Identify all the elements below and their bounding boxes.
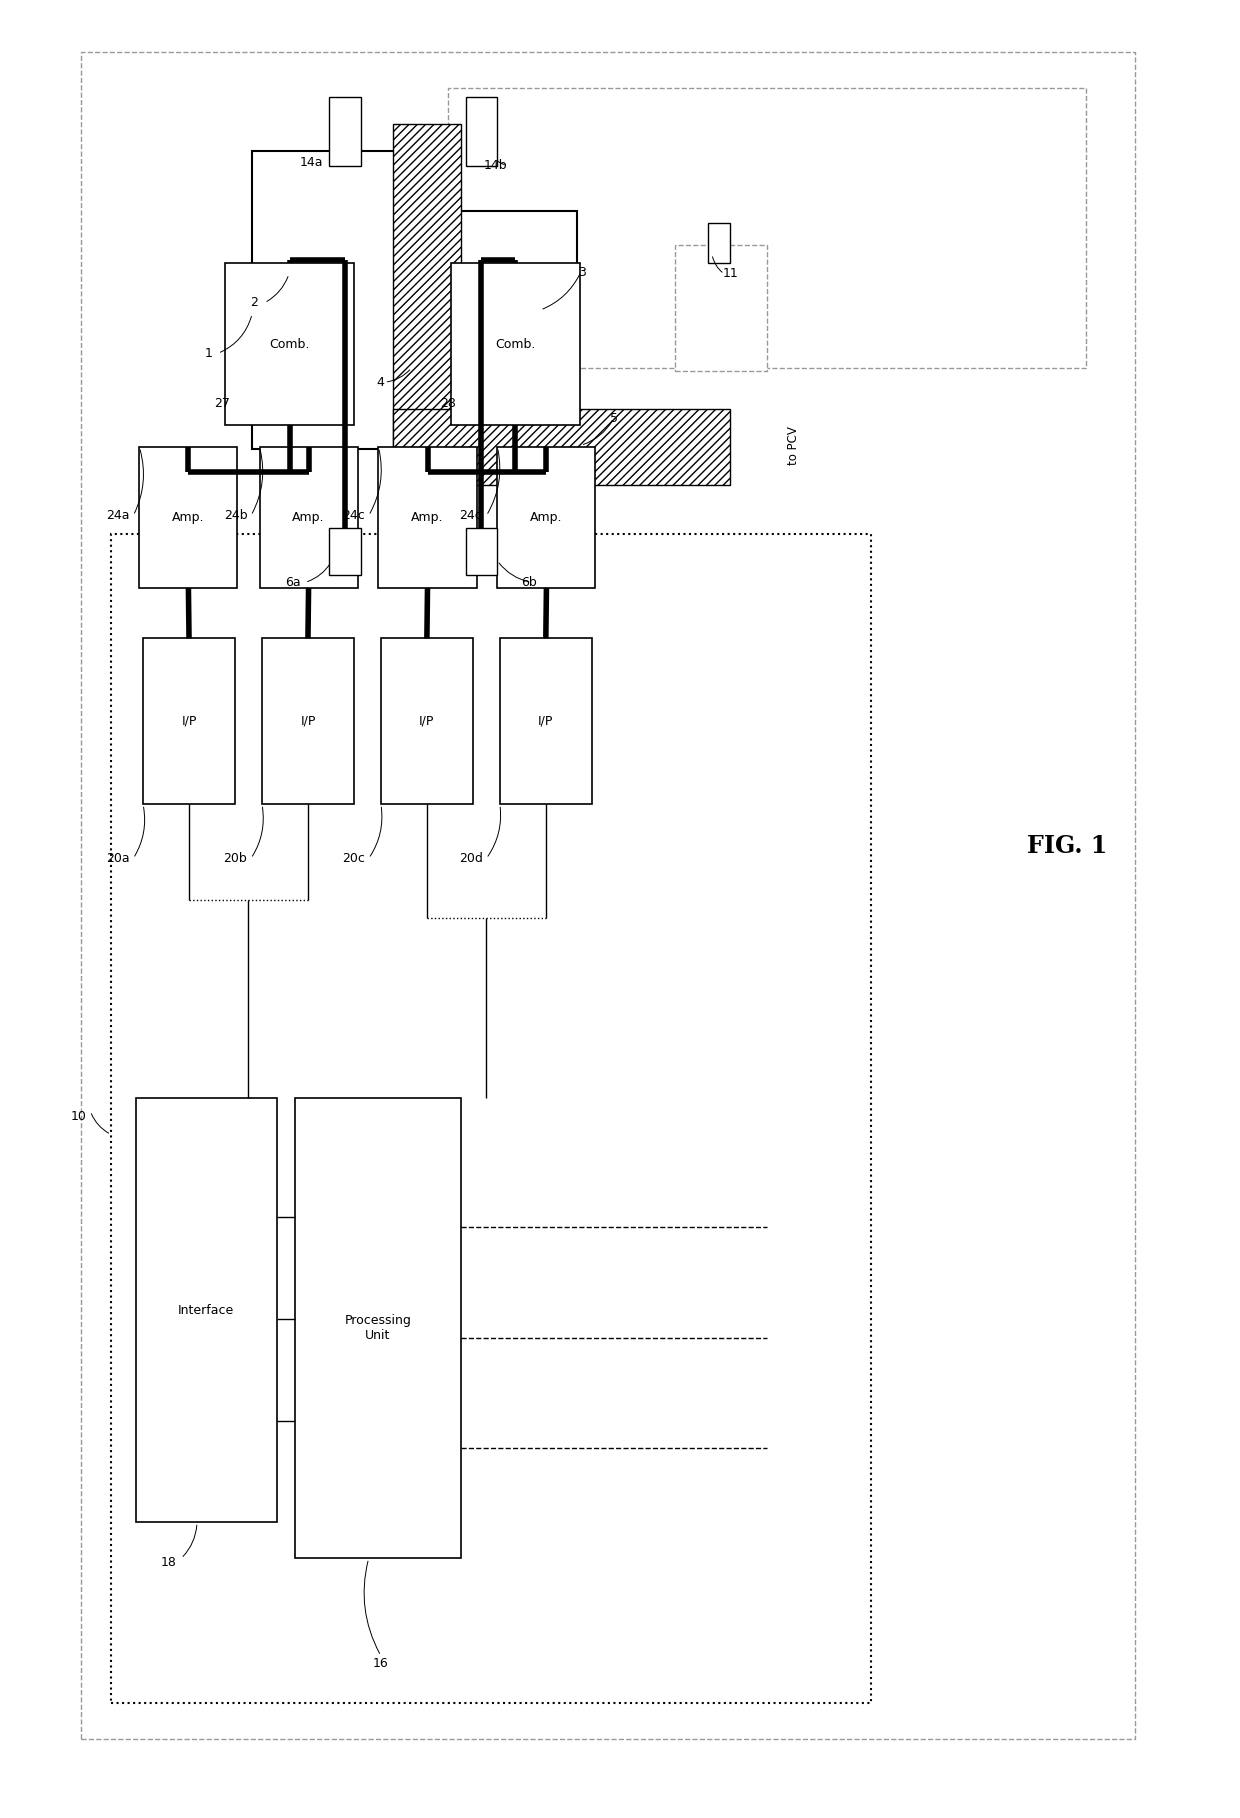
- Text: 4: 4: [377, 376, 384, 389]
- Text: 20c: 20c: [342, 853, 365, 865]
- Bar: [465, 96, 497, 165]
- Bar: [393, 409, 730, 485]
- Bar: [451, 264, 579, 425]
- Text: 14b: 14b: [484, 160, 507, 173]
- Text: I/P: I/P: [419, 714, 434, 727]
- Text: 24d: 24d: [459, 509, 482, 522]
- Bar: [465, 529, 497, 574]
- Bar: [497, 447, 595, 587]
- Text: Comb.: Comb.: [495, 338, 536, 351]
- Bar: [112, 534, 872, 1703]
- Text: 27: 27: [215, 398, 231, 411]
- Bar: [330, 529, 361, 574]
- Bar: [143, 638, 236, 804]
- Bar: [378, 447, 476, 587]
- Text: 24b: 24b: [223, 509, 247, 522]
- Text: Comb.: Comb.: [269, 338, 310, 351]
- Text: Processing
Unit: Processing Unit: [345, 1314, 412, 1342]
- Text: 5: 5: [610, 413, 619, 425]
- Text: FIG. 1: FIG. 1: [1028, 834, 1107, 858]
- Bar: [708, 224, 730, 264]
- Bar: [500, 638, 591, 804]
- Text: 20a: 20a: [105, 853, 129, 865]
- Text: 6a: 6a: [285, 576, 301, 589]
- Bar: [262, 638, 353, 804]
- Text: Amp.: Amp.: [412, 511, 444, 524]
- Bar: [381, 638, 472, 804]
- Text: I/P: I/P: [300, 714, 316, 727]
- Bar: [449, 87, 1086, 367]
- Bar: [135, 1098, 277, 1522]
- Text: I/P: I/P: [538, 714, 553, 727]
- Text: 10: 10: [71, 1111, 87, 1124]
- Text: Interface: Interface: [179, 1304, 234, 1316]
- Text: 20d: 20d: [459, 853, 482, 865]
- Text: 6b: 6b: [521, 576, 537, 589]
- Text: Amp.: Amp.: [293, 511, 325, 524]
- Bar: [393, 124, 460, 485]
- Text: 2: 2: [250, 296, 258, 309]
- Bar: [81, 53, 1135, 1738]
- Text: to PCV: to PCV: [786, 425, 800, 465]
- Text: 11: 11: [723, 267, 739, 280]
- Bar: [295, 1098, 460, 1558]
- Bar: [226, 264, 353, 425]
- Text: 16: 16: [373, 1656, 389, 1669]
- Text: 24c: 24c: [342, 509, 365, 522]
- Text: Amp.: Amp.: [172, 511, 205, 524]
- Bar: [330, 96, 361, 165]
- Bar: [259, 447, 357, 587]
- Text: I/P: I/P: [181, 714, 197, 727]
- Text: 3: 3: [578, 265, 585, 278]
- Bar: [139, 447, 237, 587]
- Bar: [455, 211, 577, 436]
- Text: 18: 18: [160, 1556, 176, 1569]
- Text: 20b: 20b: [223, 853, 247, 865]
- Text: Amp.: Amp.: [531, 511, 563, 524]
- Bar: [675, 245, 768, 371]
- Text: 24a: 24a: [107, 509, 129, 522]
- Bar: [252, 151, 443, 449]
- Text: 1: 1: [205, 347, 213, 360]
- Text: 14a: 14a: [300, 156, 324, 169]
- Text: 28: 28: [440, 398, 456, 411]
